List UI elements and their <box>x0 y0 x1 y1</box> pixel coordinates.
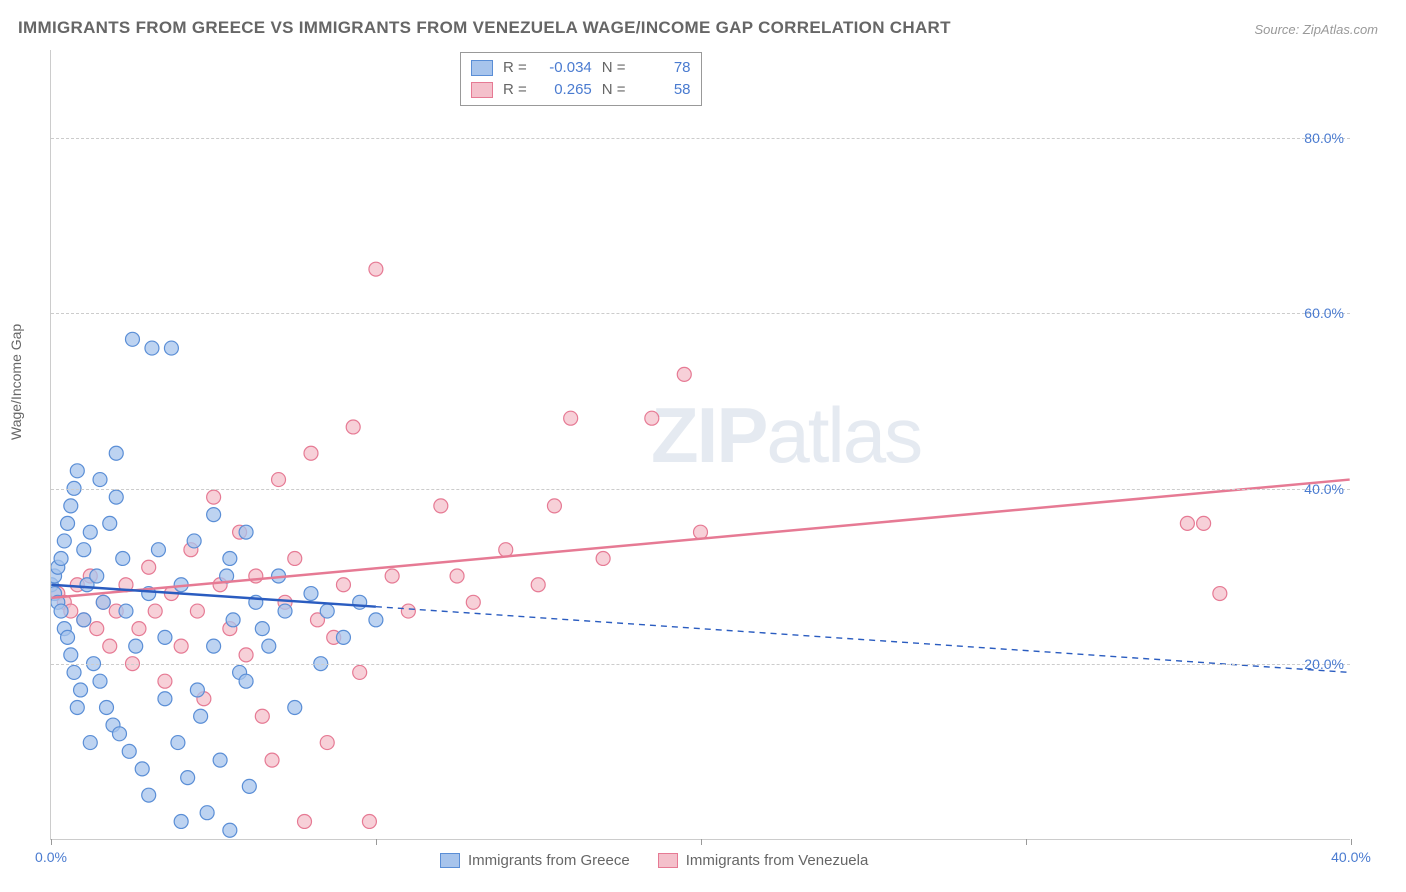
x-tick <box>701 839 702 845</box>
legend-label-greece: Immigrants from Greece <box>468 852 630 869</box>
legend-item-venezuela: Immigrants from Venezuela <box>658 852 869 869</box>
r-value-greece: -0.034 <box>537 57 592 79</box>
plot-area: ZIPatlas 20.0%40.0%60.0%80.0%0.0%40.0% <box>50 50 1350 840</box>
y-axis-label: Wage/Income Gap <box>8 324 24 440</box>
x-tick <box>376 839 377 845</box>
legend-row-greece: R = -0.034 N = 78 <box>471 57 691 79</box>
legend-item-greece: Immigrants from Greece <box>440 852 630 869</box>
n-label: N = <box>602 79 626 101</box>
source-attribution: Source: ZipAtlas.com <box>1254 22 1378 37</box>
r-label: R = <box>503 79 527 101</box>
swatch-venezuela <box>658 853 678 868</box>
correlation-legend: R = -0.034 N = 78 R = 0.265 N = 58 <box>460 52 702 106</box>
series-legend: Immigrants from Greece Immigrants from V… <box>440 852 868 869</box>
gridline <box>51 138 1350 139</box>
swatch-greece <box>471 60 493 76</box>
swatch-venezuela <box>471 82 493 98</box>
watermark: ZIPatlas <box>651 390 921 481</box>
n-label: N = <box>602 57 626 79</box>
x-tick <box>1351 839 1352 845</box>
gridline <box>51 664 1350 665</box>
chart-title: IMMIGRANTS FROM GREECE VS IMMIGRANTS FRO… <box>18 18 951 38</box>
y-tick-label: 20.0% <box>1304 656 1344 672</box>
swatch-greece <box>440 853 460 868</box>
chart-svg <box>51 50 1350 839</box>
n-value-greece: 78 <box>636 57 691 79</box>
x-tick-label: 40.0% <box>1331 849 1371 865</box>
legend-label-venezuela: Immigrants from Venezuela <box>686 852 869 869</box>
r-label: R = <box>503 57 527 79</box>
x-tick <box>1026 839 1027 845</box>
legend-row-venezuela: R = 0.265 N = 58 <box>471 79 691 101</box>
y-tick-label: 60.0% <box>1304 305 1344 321</box>
y-tick-label: 80.0% <box>1304 130 1344 146</box>
gridline <box>51 489 1350 490</box>
y-tick-label: 40.0% <box>1304 481 1344 497</box>
x-tick-label: 0.0% <box>35 849 67 865</box>
x-tick <box>51 839 52 845</box>
r-value-venezuela: 0.265 <box>537 79 592 101</box>
gridline <box>51 313 1350 314</box>
n-value-venezuela: 58 <box>636 79 691 101</box>
